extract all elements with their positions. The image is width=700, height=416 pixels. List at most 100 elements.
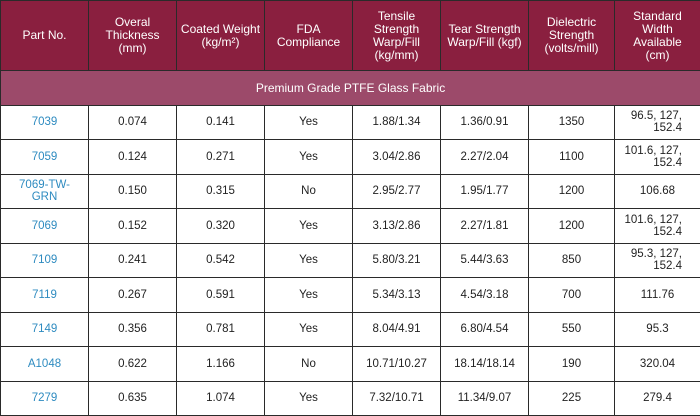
standard-width-text: 152.4	[653, 225, 682, 238]
standard-width-cell: 101.6, 127, 152.4	[614, 139, 700, 175]
header-tear-strength: Tear Strength Warp/Fill (kgf)	[440, 0, 529, 71]
tear-strength-cell: 18.14/18.14	[440, 346, 529, 382]
dielectric-strength-cell: 1350	[528, 104, 615, 140]
fda-compliance-cell: Yes	[264, 139, 353, 175]
tear-strength-cell: 6.80/4.54	[440, 311, 529, 347]
table-row: 7069 0.152 0.320 Yes 3.13/2.86 2.27/1.81 1200 1…	[0, 208, 700, 244]
part-no-text: 7119	[32, 288, 57, 301]
part-no-link[interactable]: 7069-TW- GRN	[4, 179, 85, 203]
fda-compliance-cell: Yes	[264, 208, 353, 244]
fda-compliance-cell: No	[264, 346, 353, 382]
part-no-link[interactable]: A1048	[4, 358, 85, 370]
standard-width-text: 101.6, 127,	[624, 213, 682, 226]
thickness-cell: 0.124	[88, 139, 177, 175]
header-label-line: Tear Strength	[448, 21, 521, 36]
table-row: 7039 0.074 0.141 Yes 1.88/1.34 1.36/0.91 1350 9…	[0, 104, 700, 140]
table-row: 7059 0.124 0.271 Yes 3.04/2.86 2.27/2.04 1100 1…	[0, 139, 700, 175]
header-part-no: Part No.	[0, 0, 89, 71]
tear-strength-cell: 5.44/3.63	[440, 242, 529, 278]
fda-compliance-cell: No	[264, 173, 353, 209]
header-thickness: Overal Thickness (mm)	[88, 0, 177, 71]
standard-width-text: 279.4	[643, 392, 672, 405]
table-row: 7279 0.635 1.074 Yes 7.32/10.71 11.34/9.07 225…	[0, 380, 700, 416]
part-no-text: 7059	[31, 150, 58, 163]
part-no-text: GRN	[31, 191, 58, 204]
tear-strength-cell: 1.36/0.91	[440, 104, 529, 140]
tear-strength-cell: 2.27/2.04	[440, 139, 529, 175]
part-no-cell: 7149	[0, 311, 89, 347]
standard-width-cell: 95.3	[614, 311, 700, 347]
part-no-cell: 7119	[0, 277, 89, 313]
tensile-strength-cell: 3.13/2.86	[352, 208, 441, 244]
table-row: 7069-TW- GRN 0.150 0.315 No 2.95/2.77 1.95/1.7…	[0, 173, 700, 209]
header-label-line: Coated Weight	[180, 21, 261, 36]
dielectric-strength-cell: 225	[528, 380, 615, 416]
fda-compliance-cell: Yes	[264, 380, 353, 416]
tensile-strength-cell: 7.32/10.71	[352, 380, 441, 416]
part-no-link[interactable]: 7279	[4, 392, 85, 404]
part-no-link[interactable]: 7109	[4, 254, 85, 266]
standard-width-text: 106.68	[639, 185, 676, 198]
part-no-link[interactable]: 7039	[4, 116, 85, 128]
tensile-strength-cell: 10.71/10.27	[352, 346, 441, 382]
header-label-line: FDA	[296, 21, 321, 36]
part-no-text: 7149	[31, 323, 58, 336]
tear-strength-cell: 11.34/9.07	[440, 380, 529, 416]
header-row: Part No. Overal Thickness (mm) Coated Weight…	[0, 0, 700, 71]
part-no-link[interactable]: 7059	[4, 151, 85, 163]
part-no-cell: 7069	[0, 208, 89, 244]
part-no-text: 7069-TW-	[19, 179, 70, 192]
header-tensile-strength: Tensile Strength Warp/Fill (kg/mm)	[352, 0, 441, 71]
tensile-strength-cell: 8.04/4.91	[352, 311, 441, 347]
standard-width-cell: 101.6, 127, 152.4	[614, 208, 700, 244]
thickness-cell: 0.241	[88, 242, 177, 278]
header-dielectric-strength: Dielectric Strength (volts/mill)	[528, 0, 615, 71]
header-label-line: Compliance	[276, 34, 341, 49]
part-no-link[interactable]: 7069	[4, 220, 85, 232]
coated-weight-cell: 0.141	[176, 104, 265, 140]
part-no-link[interactable]: 7149	[4, 323, 85, 335]
header-coated-weight: Coated Weight (kg/m²)	[176, 0, 265, 71]
standard-width-text: 111.76	[640, 288, 675, 301]
table-body: Premium Grade PTFE Glass Fabric 7039 0.07…	[0, 70, 700, 416]
tensile-strength-cell: 5.34/3.13	[352, 277, 441, 313]
header-label-line: (cm)	[645, 47, 670, 62]
part-no-text: 7109	[31, 254, 58, 267]
standard-width-cell: 279.4	[614, 380, 700, 416]
thickness-cell: 0.152	[88, 208, 177, 244]
part-no-text: 7069	[31, 219, 58, 232]
part-no-cell: 7069-TW- GRN	[0, 173, 89, 209]
header-label-line: Available	[633, 34, 682, 49]
thickness-cell: 0.356	[88, 311, 177, 347]
thickness-cell: 0.150	[88, 173, 177, 209]
standard-width-cell: 111.76	[614, 277, 700, 313]
standard-width-text: 152.4	[653, 156, 682, 169]
section-title: Premium Grade PTFE Glass Fabric	[0, 70, 700, 106]
thickness-cell: 0.074	[88, 104, 177, 140]
standard-width-cell: 320.04	[614, 346, 700, 382]
coated-weight-cell: 1.074	[176, 380, 265, 416]
dielectric-strength-cell: 1200	[528, 173, 615, 209]
header-label-line: Warp/Fill (kgf)	[447, 34, 522, 49]
part-no-cell: 7279	[0, 380, 89, 416]
table-header: Part No. Overal Thickness (mm) Coated Weight…	[0, 0, 700, 71]
tensile-strength-cell: 3.04/2.86	[352, 139, 441, 175]
thickness-cell: 0.635	[88, 380, 177, 416]
header-label-line: Strength	[548, 28, 595, 42]
part-no-cell: A1048	[0, 346, 89, 382]
tensile-strength-cell: 5.80/3.21	[352, 242, 441, 278]
part-no-link[interactable]: 7119	[4, 289, 85, 301]
thickness-cell: 0.622	[88, 346, 177, 382]
coated-weight-cell: 0.271	[176, 139, 265, 175]
standard-width-text: 95.3, 127,	[630, 248, 682, 261]
header-label-line: Warp/Fill	[373, 34, 420, 49]
fda-compliance-cell: Yes	[264, 242, 353, 278]
header-label-line: (mm)	[118, 41, 147, 55]
dielectric-strength-cell: 550	[528, 311, 615, 347]
tear-strength-cell: 4.54/3.18	[440, 277, 529, 313]
table-row: 7149 0.356 0.781 Yes 8.04/4.91 6.80/4.54 550 95…	[0, 311, 700, 347]
coated-weight-cell: 1.166	[176, 346, 265, 382]
fda-compliance-cell: Yes	[264, 277, 353, 313]
table-row: 7119 0.267 0.591 Yes 5.34/3.13 4.54/3.18 700 11…	[0, 277, 700, 313]
part-no-cell: 7109	[0, 242, 89, 278]
